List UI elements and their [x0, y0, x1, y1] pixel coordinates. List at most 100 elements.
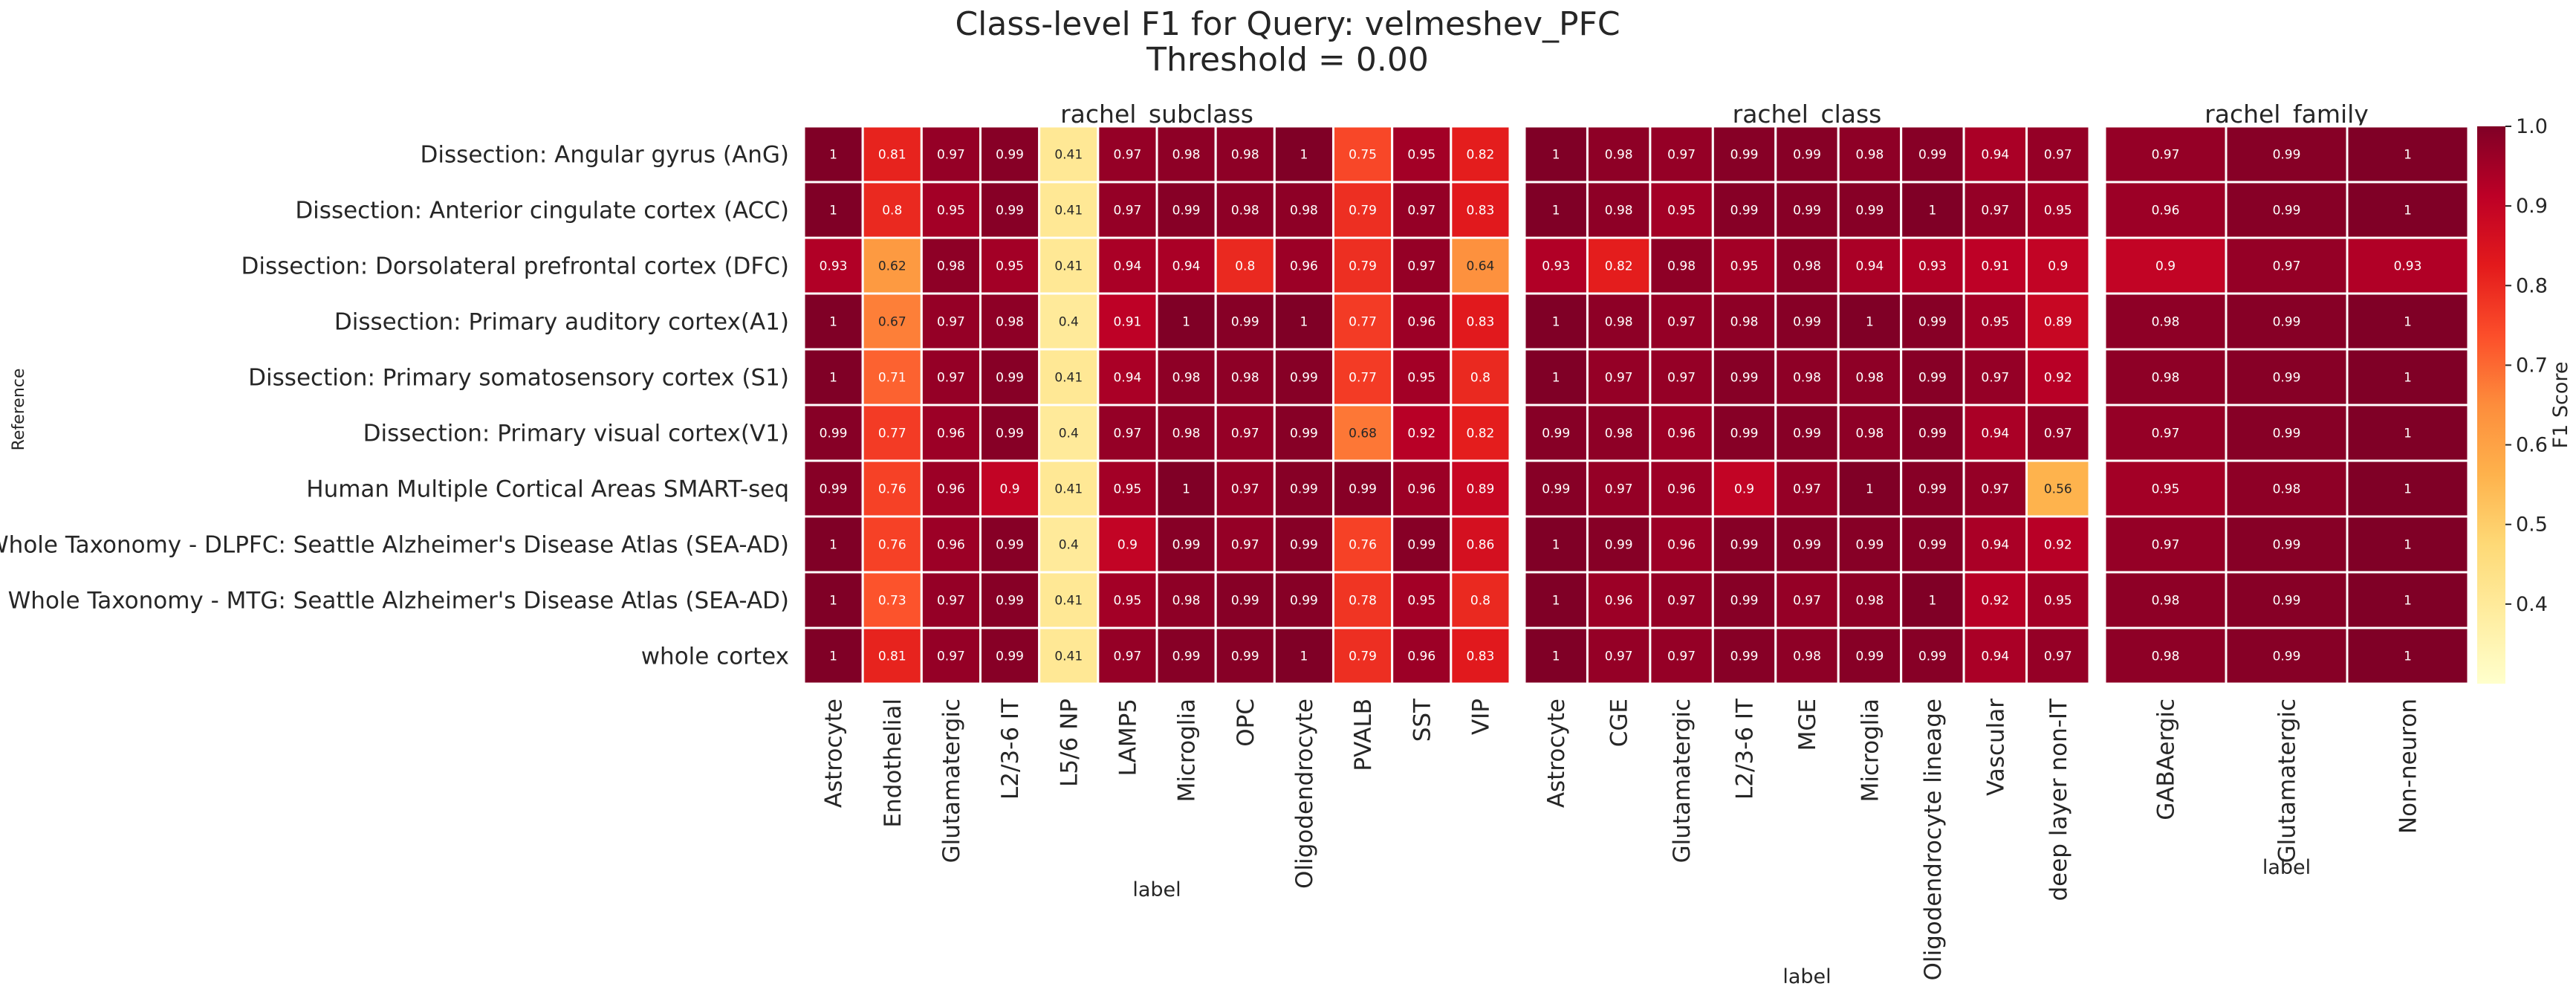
heatmap-cell: [1586, 181, 1652, 239]
cell-value-label: 0.94: [1172, 259, 1201, 274]
cell-value-label: 0.96: [1667, 482, 1696, 497]
cell-value-label: 0.41: [1054, 371, 1083, 386]
cell-value-label: 0.9: [2155, 259, 2176, 274]
cell-value-label: 0.99: [1730, 148, 1759, 163]
colorbar: 0.4 0.5 0.6 0.7 0.8 0.9 1.0 F1 Score: [2477, 115, 2572, 684]
cell-value-label: 0.96: [937, 427, 965, 441]
cell-value-label: 1: [1182, 315, 1190, 330]
cell-value-label: 0.89: [1466, 482, 1494, 497]
cell-value-label: 0.4: [1059, 538, 1079, 553]
column-label: deep layer non-IT: [2045, 698, 2072, 901]
heatmap-cell: [1711, 571, 1777, 629]
cell-value-label: 0.9: [1117, 538, 1138, 553]
heatmap-cell: [2346, 236, 2470, 295]
cell-value-label: 0.99: [2273, 204, 2301, 218]
chart-title-line1: Class-level F1 for Query: velmeshev_PFC: [955, 5, 1620, 43]
cell-value-label: 0.99: [2273, 427, 2301, 441]
cell-value-label: 1: [829, 538, 837, 553]
column-label: Astrocyte: [1543, 699, 1570, 808]
heatmap-cell: [2025, 125, 2091, 184]
cell-value-label: 0.92: [1981, 594, 2009, 609]
cell-value-label: 0.95: [1407, 371, 1435, 386]
cell-value-label: 0.82: [1605, 259, 1633, 274]
heatmap-cell: [1523, 571, 1589, 629]
cell-value-label: 0.99: [1856, 649, 1884, 664]
cell-value-label: 0.99: [1172, 538, 1201, 553]
cell-value-label: 0.99: [1793, 148, 1821, 163]
cell-value-label: 1: [1552, 371, 1560, 386]
cell-value-label: 0.41: [1054, 259, 1083, 274]
cell-value-label: 0.95: [1113, 482, 1141, 497]
heatmap-cell: [2025, 236, 2091, 295]
cell-value-label: 0.98: [1856, 148, 1884, 163]
heatmap-cell: [1155, 571, 1217, 629]
column-label: LAMP5: [1115, 699, 1141, 776]
heatmap-cell: [1450, 292, 1511, 351]
cell-value-label: 0.98: [2152, 594, 2180, 609]
cell-value-label: 0.97: [1231, 427, 1259, 441]
heatmap-cell: [1774, 515, 1840, 574]
heatmap-cell: [1332, 626, 1394, 685]
heatmap-cell: [1962, 125, 2028, 184]
cell-value-label: 0.83: [1466, 204, 1494, 218]
cell-value-label: 0.97: [2044, 427, 2072, 441]
heatmap-cell: [1649, 181, 1714, 239]
cell-value-label: 0.99: [1918, 148, 1947, 163]
cell-value-label: 0.71: [878, 371, 906, 386]
cell-value-label: 0.82: [1466, 427, 1494, 441]
cell-value-label: 0.96: [1407, 649, 1435, 664]
heatmap-cell: [1273, 181, 1335, 239]
heatmap-cell: [1038, 348, 1100, 406]
cell-value-label: 0.96: [1667, 538, 1696, 553]
cell-value-label: 0.99: [1542, 482, 1570, 497]
heatmap-cell: [1038, 459, 1100, 518]
cell-value-label: 0.99: [996, 204, 1024, 218]
colorbar-tick-label: 0.4: [2516, 593, 2548, 616]
cell-value-label: 0.99: [1793, 538, 1821, 553]
cell-value-label: 0.41: [1054, 482, 1083, 497]
column-label: SST: [1409, 698, 1435, 742]
heatmap-cell: [1155, 236, 1217, 295]
cell-value-label: 0.99: [1349, 482, 1377, 497]
heatmap-cell: [1450, 236, 1511, 295]
cell-value-label: 0.76: [878, 482, 906, 497]
cell-value-label: 0.98: [1856, 427, 1884, 441]
x-axis-label: label: [1782, 965, 1831, 988]
cell-value-label: 1: [2404, 482, 2412, 497]
cell-value-label: 0.99: [996, 538, 1024, 553]
cell-value-label: 1: [2404, 315, 2412, 330]
cell-value-label: 0.99: [1793, 427, 1821, 441]
cell-value-label: 0.98: [1290, 204, 1318, 218]
row-label: Dissection: Primary auditory cortex(A1): [334, 309, 789, 336]
cell-value-label: 0.82: [1466, 148, 1494, 163]
heatmap-cell: [920, 626, 982, 685]
cell-value-label: 1: [2404, 427, 2412, 441]
heatmap-cell: [1837, 515, 1903, 574]
cell-value-label: 0.97: [1113, 204, 1141, 218]
heatmap-cell: [802, 292, 864, 351]
heatmap-cell: [1155, 181, 1217, 239]
cell-value-label: 0.97: [1605, 482, 1633, 497]
heatmap-cell: [1391, 515, 1453, 574]
cell-value-label: 0.95: [1407, 594, 1435, 609]
cell-value-label: 1: [1552, 148, 1560, 163]
cell-value-label: 0.99: [2273, 148, 2301, 163]
heatmap-cell: [979, 181, 1041, 239]
column-label: PVALB: [1350, 699, 1377, 771]
heatmap-cell: [2346, 125, 2470, 184]
colorbar-label: F1 Score: [2549, 362, 2572, 449]
cell-value-label: 0.97: [1113, 148, 1141, 163]
cell-value-label: 0.97: [2152, 148, 2180, 163]
heatmap-cell: [1711, 515, 1777, 574]
heatmap-cell: [2225, 571, 2349, 629]
heatmap-cell: [2225, 236, 2349, 295]
cell-value-label: 0.94: [1981, 427, 2009, 441]
cell-value-label: 0.97: [2044, 148, 2072, 163]
cell-value-label: 0.99: [1172, 649, 1201, 664]
cell-value-label: 0.98: [1730, 315, 1759, 330]
heatmap-cell: [1155, 459, 1217, 518]
cell-value-label: 0.99: [1290, 427, 1318, 441]
cell-value-label: 0.99: [2273, 594, 2301, 609]
cell-value-label: 1: [2404, 204, 2412, 218]
cell-value-label: 0.98: [1856, 371, 1884, 386]
